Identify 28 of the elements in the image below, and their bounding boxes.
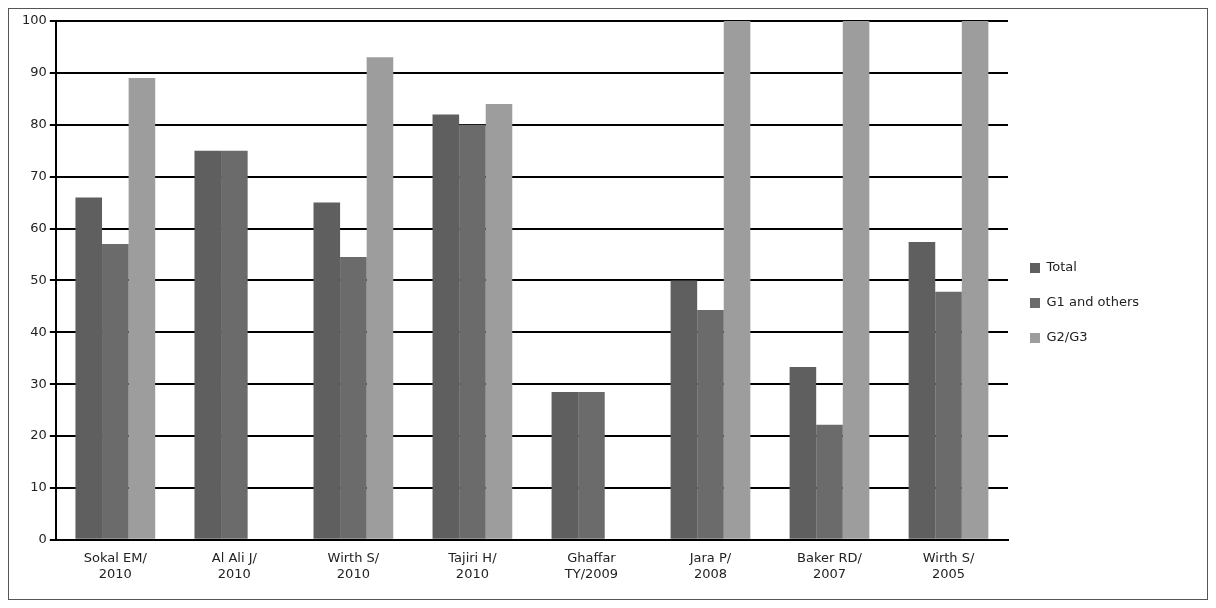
bar (128, 78, 156, 539)
y-tick-label: 40 (30, 323, 47, 339)
x-tick-label: Sokal EM/ 2010 (83, 549, 148, 581)
legend-label: Total (1045, 259, 1077, 275)
x-tick-label: Wirth S/ 2005 (922, 549, 975, 581)
y-tick-label: 20 (30, 427, 47, 443)
y-tick-label: 0 (38, 531, 47, 547)
y-tick-label: 50 (30, 271, 47, 287)
y-tick-label: 80 (30, 116, 47, 132)
legend-label: G1 and others (1046, 294, 1140, 310)
x-tick-label: Wirth S/ 2010 (327, 549, 380, 581)
y-tick-label: 60 (30, 219, 47, 235)
y-tick-label: 10 (30, 479, 47, 495)
legend-label: G2/G3 (1046, 329, 1088, 345)
y-tick-label: 100 (21, 12, 47, 28)
x-tick-label: Ghaffar TY/2009 (563, 549, 619, 581)
bar (961, 21, 989, 539)
bar (485, 104, 513, 539)
bar (366, 57, 394, 539)
x-tick-label: Jara P/ 2008 (688, 549, 732, 581)
y-tick-label: 90 (30, 64, 47, 80)
bar (723, 21, 751, 539)
y-tick-label: 70 (30, 168, 47, 184)
x-tick-label: Tajiri H/ 2010 (447, 549, 498, 581)
x-tick-label: Al Ali J/ 2010 (211, 549, 258, 581)
x-tick-label: Baker RD/ 2007 (797, 549, 863, 581)
bar (842, 21, 870, 539)
y-tick-label: 30 (30, 375, 47, 391)
